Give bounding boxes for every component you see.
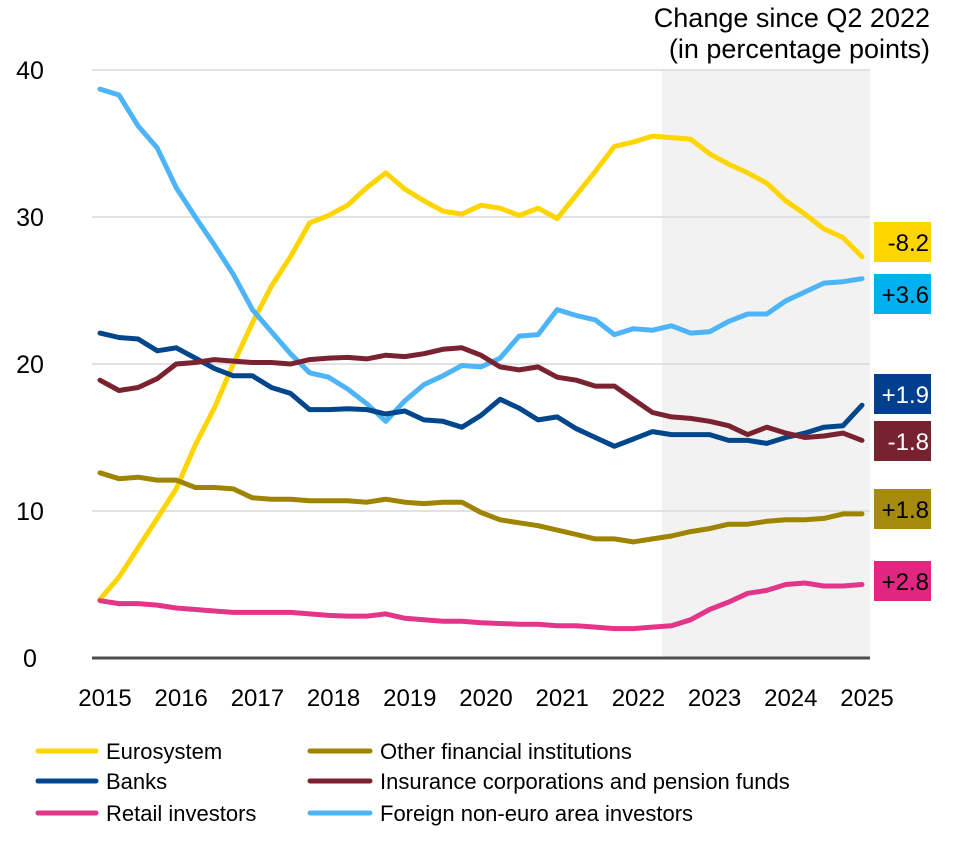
- legend-item: Banks: [35, 769, 167, 794]
- end-label: +3.6: [874, 274, 931, 314]
- x-tick-label: 2020: [459, 685, 512, 712]
- end-label: +1.9: [874, 374, 931, 414]
- y-tick-label: 20: [16, 351, 44, 379]
- y-tick-label: 40: [16, 57, 44, 85]
- end-label-box: [874, 222, 931, 262]
- x-tick-label: 2022: [612, 685, 665, 712]
- x-tick-label: 2025: [840, 685, 893, 712]
- legend-item: Eurosystem: [35, 739, 222, 764]
- end-label-text: +2.8: [882, 569, 929, 596]
- series-line-other-financial-institutions: [97, 470, 865, 545]
- legend-item: Retail investors: [35, 801, 256, 826]
- legend-item: Insurance corporations and pension funds: [307, 769, 790, 794]
- end-label: -1.8: [874, 421, 931, 461]
- series-line-foreign-non-euro-area-investors: [97, 86, 865, 424]
- x-tick-label: 2021: [536, 685, 589, 712]
- legend-label: Insurance corporations and pension funds: [380, 769, 790, 794]
- y-tick-label: 10: [16, 498, 44, 526]
- series-line-banks: [97, 330, 865, 449]
- gridlines: [92, 69, 870, 512]
- end-label: +1.8: [874, 489, 931, 529]
- end-label-text: -8.2: [888, 230, 929, 257]
- legend: Eurosystem Banks Retail investors Other fin…: [35, 739, 790, 826]
- end-label-text: +1.9: [882, 382, 929, 409]
- x-tick-label: 2023: [688, 685, 741, 712]
- x-tick-label: 2019: [383, 685, 436, 712]
- x-tick-label: 2016: [155, 685, 208, 712]
- tick-labels: 0 10 20 30 40 2015 2016 2017 2018 2019 2020 2021 202…: [16, 57, 894, 712]
- end-label-text: +3.6: [882, 282, 929, 309]
- end-label-box: [874, 561, 931, 601]
- end-label: +2.8: [874, 561, 931, 601]
- end-label-box: [874, 421, 931, 461]
- chart-subtitle: (in percentage points): [669, 34, 930, 64]
- series-lines: [97, 86, 865, 632]
- legend-item: Foreign non-euro area investors: [307, 801, 693, 826]
- legend-label: Eurosystem: [106, 739, 222, 764]
- series-line-retail-investors: [97, 580, 865, 632]
- x-tick-label: 2024: [764, 685, 817, 712]
- end-label-text: +1.8: [882, 497, 929, 524]
- legend-label: Foreign non-euro area investors: [380, 801, 693, 826]
- series-line-insurance-corporations-and-pension-funds: [97, 345, 865, 443]
- x-tick-label: 2015: [78, 685, 131, 712]
- legend-label: Other financial institutions: [380, 739, 632, 764]
- x-tick-label: 2017: [231, 685, 284, 712]
- chart-title: Change since Q2 2022: [654, 3, 930, 33]
- legend-label: Retail investors: [106, 801, 256, 826]
- end-label: -8.2: [874, 222, 931, 262]
- series-line-eurosystem: [97, 133, 865, 602]
- y-tick-label: 30: [16, 204, 44, 232]
- y-tick-label: 0: [23, 645, 37, 673]
- end-label-box: [874, 489, 931, 529]
- x-tick-label: 2018: [307, 685, 360, 712]
- end-label-box: [874, 374, 931, 414]
- legend-item: Other financial institutions: [307, 739, 632, 764]
- end-labels: -8.2 +3.6 +1.9 -1.8 +1.8 +2.8: [874, 222, 931, 601]
- legend-label: Banks: [106, 769, 167, 794]
- end-label-text: -1.8: [888, 429, 929, 456]
- end-label-box: [874, 274, 931, 314]
